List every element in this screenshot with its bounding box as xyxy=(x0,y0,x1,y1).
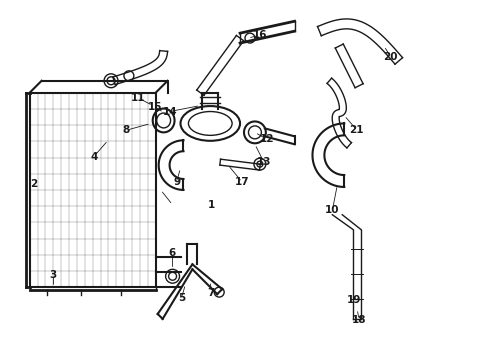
Text: 10: 10 xyxy=(325,205,340,215)
Text: 3: 3 xyxy=(49,270,56,280)
Text: 2: 2 xyxy=(30,179,37,189)
Text: 6: 6 xyxy=(169,248,176,258)
Text: 12: 12 xyxy=(260,134,274,144)
Text: 18: 18 xyxy=(352,315,367,325)
Text: 1: 1 xyxy=(207,200,215,210)
Text: 17: 17 xyxy=(235,177,250,187)
Text: 20: 20 xyxy=(384,52,398,62)
Text: 11: 11 xyxy=(131,93,145,103)
Text: 4: 4 xyxy=(91,152,98,162)
Text: 7: 7 xyxy=(207,288,215,297)
Text: 14: 14 xyxy=(162,107,177,117)
Text: 16: 16 xyxy=(252,30,267,40)
Text: 21: 21 xyxy=(349,125,364,135)
Text: 8: 8 xyxy=(122,125,129,135)
Text: 15: 15 xyxy=(148,102,162,112)
Text: 5: 5 xyxy=(178,293,185,303)
Text: 9: 9 xyxy=(173,177,180,187)
Text: 19: 19 xyxy=(347,295,362,305)
Text: 13: 13 xyxy=(257,157,271,167)
